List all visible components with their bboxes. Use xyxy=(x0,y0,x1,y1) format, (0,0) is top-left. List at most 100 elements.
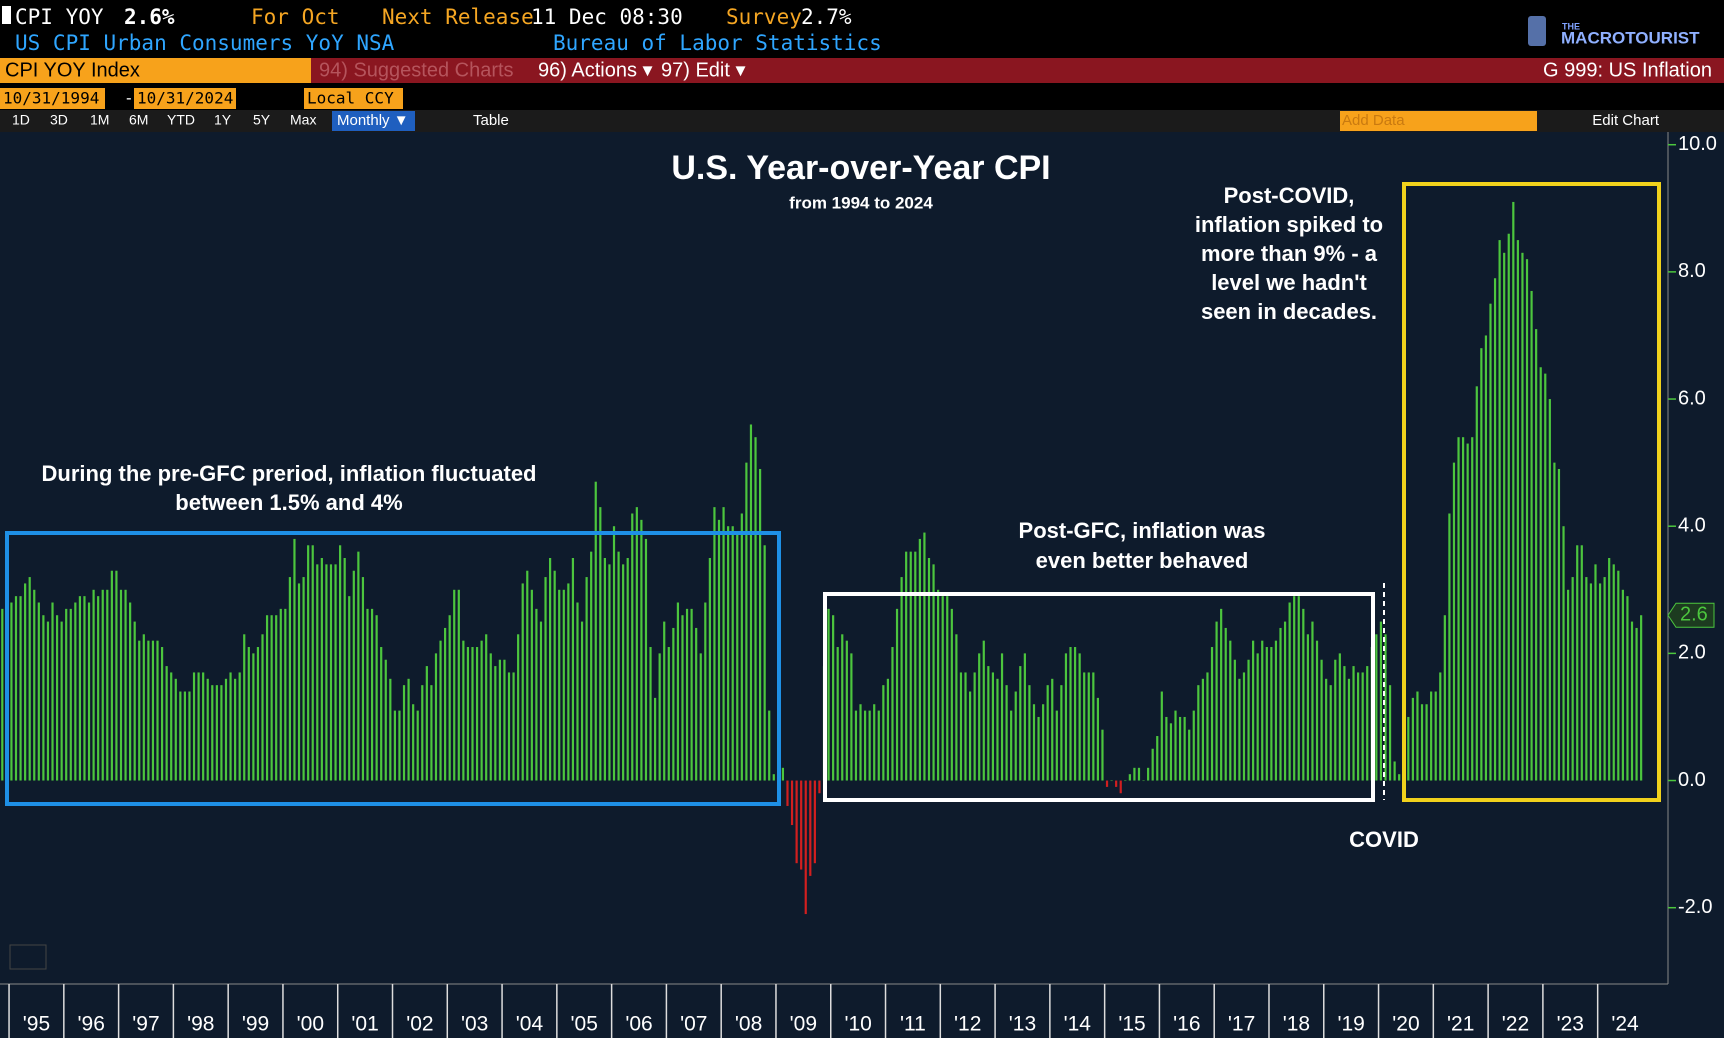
bar xyxy=(1288,602,1291,781)
bar xyxy=(247,647,250,781)
currency[interactable]: Local CCY xyxy=(307,89,394,108)
table-button[interactable]: Table xyxy=(473,112,509,129)
range-button[interactable]: 1Y xyxy=(214,112,232,128)
bar xyxy=(147,640,150,781)
bar xyxy=(877,710,880,781)
annotation: Post-COVID, xyxy=(1224,183,1355,208)
range-button[interactable]: 1M xyxy=(90,112,109,128)
x-tick-label: '02 xyxy=(406,1013,433,1036)
bar xyxy=(1160,691,1163,781)
bar xyxy=(845,640,848,781)
start-date[interactable]: 10/31/1994 xyxy=(3,89,99,108)
bar xyxy=(1539,367,1542,781)
security-box[interactable] xyxy=(0,58,311,83)
bar xyxy=(585,577,588,781)
bar xyxy=(672,627,675,781)
bar xyxy=(1073,647,1077,781)
x-tick-label: '00 xyxy=(297,1013,324,1036)
menu-suggested[interactable]: 94) Suggested Charts xyxy=(319,59,514,81)
x-tick-label: '03 xyxy=(461,1013,488,1036)
bar xyxy=(740,513,743,781)
bar xyxy=(1466,443,1469,781)
survey-label: Survey xyxy=(726,5,802,29)
bar xyxy=(914,551,917,781)
post-gfc-box xyxy=(823,592,1375,802)
bar xyxy=(663,621,666,781)
post-covid-box xyxy=(1402,182,1661,802)
x-tick-label: '98 xyxy=(187,1013,214,1036)
bar xyxy=(1320,659,1323,781)
end-date-box[interactable] xyxy=(134,88,236,109)
annotation: more than 9% - a xyxy=(1201,241,1378,266)
bar xyxy=(1366,666,1369,781)
bar xyxy=(932,564,935,781)
bar xyxy=(1283,621,1287,781)
bar xyxy=(1535,329,1538,781)
x-tick-label: '24 xyxy=(1611,1013,1639,1036)
bar xyxy=(1133,767,1136,781)
range-button[interactable]: YTD xyxy=(167,112,195,128)
x-tick-label: '23 xyxy=(1557,1013,1584,1036)
bar xyxy=(1197,685,1200,781)
bar xyxy=(886,678,890,781)
range-button[interactable]: 1D xyxy=(12,112,30,128)
bar xyxy=(1064,653,1068,781)
bar xyxy=(156,640,159,781)
chart-type-button[interactable] xyxy=(9,944,47,970)
bar xyxy=(622,564,625,781)
bar xyxy=(129,602,132,781)
menu-actions[interactable]: 96) Actions ▾ xyxy=(538,59,653,81)
frequency[interactable]: Monthly ▼ xyxy=(337,112,409,129)
range-button[interactable]: 6M xyxy=(129,112,148,128)
bar xyxy=(339,545,342,781)
bar xyxy=(1010,710,1013,781)
start-date-box[interactable] xyxy=(0,88,105,109)
bar xyxy=(480,640,483,781)
frequency-box[interactable] xyxy=(332,111,415,131)
bar xyxy=(288,577,291,781)
bar xyxy=(416,710,419,781)
add-data[interactable]: Add Data xyxy=(1342,112,1405,129)
bar xyxy=(46,621,50,781)
bar xyxy=(667,647,670,781)
bar xyxy=(512,672,515,781)
edit-chart[interactable]: Edit Chart xyxy=(1592,112,1660,129)
bar xyxy=(33,589,36,781)
range-button[interactable]: 3D xyxy=(50,112,68,128)
range-button[interactable]: 5Y xyxy=(253,112,271,128)
bar xyxy=(444,627,447,781)
end-date[interactable]: 10/31/2024 xyxy=(137,89,233,108)
range-button[interactable]: Max xyxy=(290,112,316,128)
bar xyxy=(466,647,470,781)
bar xyxy=(567,583,570,781)
date-separator: - xyxy=(124,89,134,108)
bar xyxy=(494,666,497,781)
bar xyxy=(539,621,543,781)
add-data-box[interactable] xyxy=(1340,111,1537,131)
bar xyxy=(1110,780,1113,782)
bar xyxy=(1215,621,1218,781)
bar xyxy=(87,602,91,781)
bar xyxy=(1338,653,1341,781)
bar xyxy=(918,538,921,781)
bar xyxy=(1156,736,1159,781)
bar xyxy=(1617,570,1620,781)
x-tick-label: '01 xyxy=(351,1013,378,1036)
bar xyxy=(160,647,164,781)
bar xyxy=(1055,710,1058,781)
bar xyxy=(357,551,360,781)
bar xyxy=(1256,653,1259,781)
bar xyxy=(498,659,501,781)
currency-box[interactable] xyxy=(304,88,403,109)
bar xyxy=(261,634,264,781)
security[interactable]: CPI YOY Index xyxy=(5,59,140,81)
bar xyxy=(151,640,155,781)
bar xyxy=(421,685,424,781)
bar xyxy=(1407,716,1410,781)
bar xyxy=(863,710,867,781)
x-tick-label: '95 xyxy=(23,1013,50,1036)
bar xyxy=(1142,780,1145,782)
bar xyxy=(704,602,707,781)
menu-edit[interactable]: 97) Edit ▾ xyxy=(661,59,746,81)
bar xyxy=(270,615,273,781)
